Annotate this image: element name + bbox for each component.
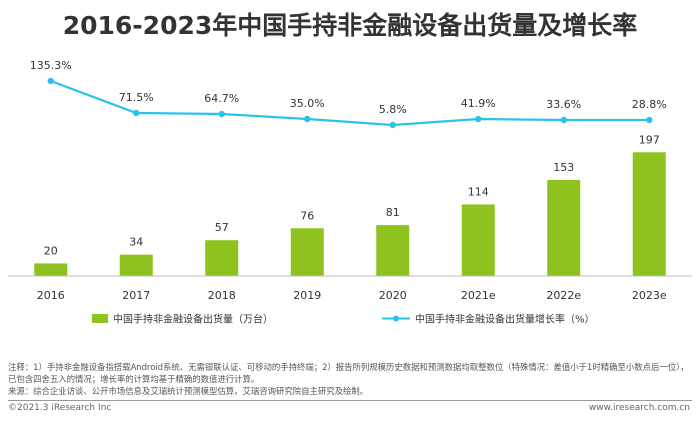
copyright-text: ©2021.3 iResearch Inc: [8, 403, 112, 413]
bar: [547, 179, 581, 276]
bar: [34, 263, 68, 276]
x-tick-label: 2021e: [461, 289, 496, 302]
bar-value-label: 34: [129, 236, 143, 249]
bar-value-label: 76: [300, 209, 314, 222]
legend: 中国手持非金融设备出货量（万台） 中国手持非金融设备出货量增长率（%）: [92, 313, 595, 326]
bar-value-label: 114: [468, 185, 489, 198]
growth-value-label: 135.3%: [30, 59, 72, 72]
growth-point: [646, 116, 653, 124]
website-url: www.iresearch.com.cn: [588, 403, 690, 413]
footer-divider: [8, 400, 692, 401]
chart-title: 2016-2023年中国手持非金融设备出货量及增长率: [62, 11, 638, 40]
growth-line: [50, 79, 650, 127]
growth-point: [560, 116, 567, 124]
growth-value-label: 35.0%: [290, 97, 325, 110]
growth-value-label: 64.7%: [204, 92, 239, 105]
x-tick-label: 2019: [293, 289, 321, 302]
legend-bar-label: 中国手持非金融设备出货量（万台）: [113, 313, 273, 326]
growth-value-label: 28.8%: [632, 98, 667, 111]
bar-value-label: 81: [386, 206, 400, 219]
legend-bar-swatch: [92, 314, 108, 323]
growth-value-label: 41.9%: [461, 97, 496, 110]
legend-line-marker: [393, 315, 399, 322]
notes-source: 来源：综合企业访谈、公开市场信息及艾瑞统计预测模型估算，艾瑞咨询研究院自主研究及…: [8, 386, 369, 396]
bar-value-label: 20: [44, 244, 58, 257]
x-axis: 2016 2017 2018 2019 2020 2021e 2022e 2023e: [8, 275, 692, 302]
growth-point: [218, 110, 225, 118]
bar: [376, 225, 410, 276]
notes-annotation: 注释：1）手持非金融设备指搭载Android系统、无需银联认证、可移动的手持终端…: [8, 362, 689, 384]
legend-line-label: 中国手持非金融设备出货量增长率（%）: [415, 313, 595, 326]
growth-value-label: 5.8%: [379, 103, 407, 116]
bar: [461, 204, 495, 276]
growth-value-label: 71.5%: [119, 91, 154, 104]
growth-value-label: 33.6%: [546, 98, 581, 111]
x-tick-label: 2016: [37, 289, 65, 302]
chart-notes: 注释：1）手持非金融设备指搭载Android系统、无需银联认证、可移动的手持终端…: [8, 361, 696, 397]
bar: [290, 228, 324, 276]
bar: [632, 152, 666, 276]
bar: [205, 240, 239, 276]
x-tick-label: 2023e: [632, 289, 667, 302]
x-tick-label: 2017: [122, 289, 150, 302]
bar-value-label: 153: [553, 161, 574, 174]
growth-point: [133, 109, 140, 117]
bar-value-label: 197: [639, 133, 660, 146]
growth-point: [47, 77, 54, 85]
x-tick-label: 2022e: [546, 289, 581, 302]
growth-point: [475, 115, 482, 123]
growth-point: [389, 121, 396, 129]
chart-area: 20 34 57 76 81 114 153 197 135.3% 71.5% 64.7% 35.0…: [8, 59, 692, 326]
bar: [119, 254, 153, 276]
growth-line-series: 135.3% 71.5% 64.7% 35.0% 5.8% 41.9% 33.6% 28.8%: [30, 59, 667, 129]
growth-point: [304, 115, 311, 123]
bar-series: 20 34 57 76 81 114 153 197: [34, 133, 666, 276]
x-tick-label: 2018: [208, 289, 236, 302]
x-tick-label: 2020: [379, 289, 407, 302]
bar-value-label: 57: [215, 221, 229, 234]
